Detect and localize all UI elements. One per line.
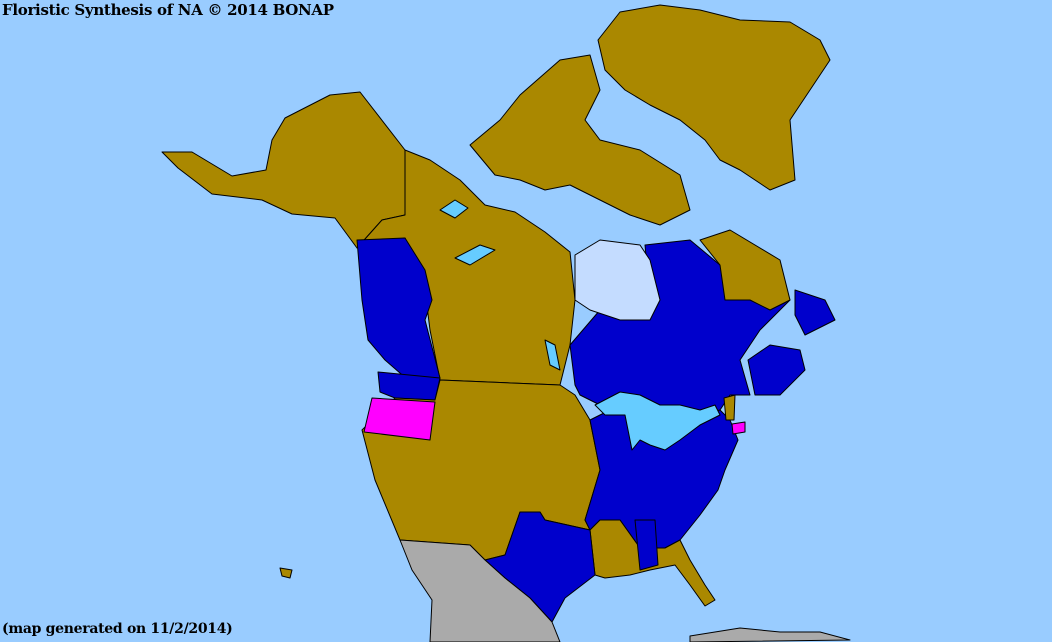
region-greenland (597, 4, 831, 191)
region-alaska (161, 91, 406, 249)
region-mexico (399, 539, 561, 642)
region-arctic-islands (469, 54, 691, 226)
region-labrador (699, 229, 791, 311)
hudson-bay (574, 239, 661, 321)
great-bear-lake (439, 199, 469, 219)
region-connecticut (731, 421, 746, 435)
map-generated-note: (map generated on 11/2/2014) (2, 621, 233, 637)
great-lakes (594, 391, 721, 451)
region-newfoundland (794, 289, 836, 336)
lake-winnipeg (544, 339, 561, 371)
region-texas (484, 511, 596, 623)
region-alabama (634, 519, 659, 571)
great-slave-lake (454, 244, 496, 266)
map-title: Floristic Synthesis of NA © 2014 BONAP (2, 1, 334, 19)
region-maritimes (747, 344, 806, 396)
region-oregon (363, 397, 436, 441)
region-caribbean (689, 627, 851, 642)
region-hawaii (279, 567, 293, 579)
region-vermont (723, 394, 736, 421)
